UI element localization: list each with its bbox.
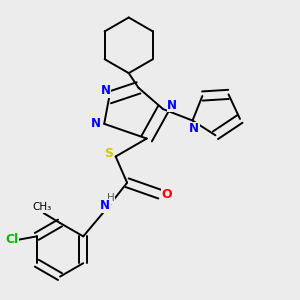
- Text: N: N: [167, 99, 177, 112]
- Text: O: O: [162, 188, 172, 201]
- Text: N: N: [101, 84, 111, 97]
- Text: H: H: [107, 194, 115, 203]
- Text: Cl: Cl: [5, 233, 18, 246]
- Text: S: S: [104, 147, 113, 161]
- Text: CH₃: CH₃: [32, 202, 52, 212]
- Text: N: N: [91, 117, 101, 130]
- Text: N: N: [189, 122, 199, 135]
- Text: N: N: [100, 199, 110, 212]
